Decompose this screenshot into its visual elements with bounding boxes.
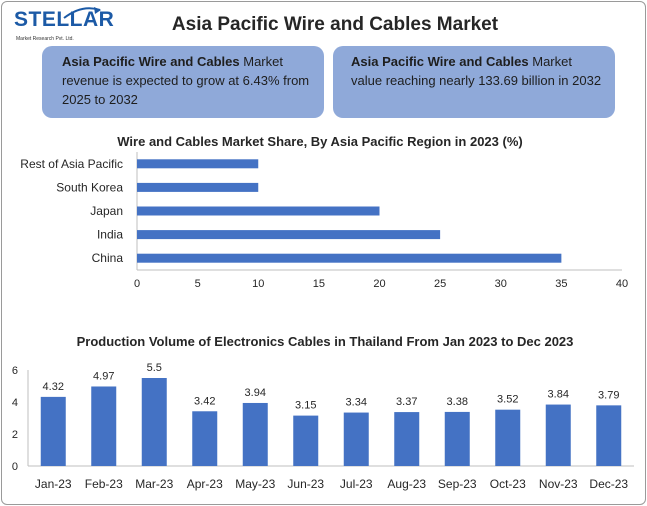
data-label: 3.42 bbox=[194, 395, 215, 407]
bar bbox=[343, 412, 369, 466]
stellar-logo: STELLAR Market Research Pvt. Ltd. bbox=[14, 7, 115, 50]
bar bbox=[40, 396, 66, 466]
bar bbox=[137, 230, 441, 240]
logo-arrow-icon bbox=[63, 7, 101, 19]
region-chart-title: Wire and Cables Market Share, By Asia Pa… bbox=[117, 134, 523, 149]
category-label: Jan-23 bbox=[35, 477, 72, 491]
bar bbox=[137, 159, 259, 169]
x-tick-label: 35 bbox=[555, 278, 567, 290]
bar bbox=[192, 411, 218, 466]
bar bbox=[242, 402, 268, 466]
x-tick-label: 40 bbox=[616, 278, 628, 290]
category-label: Sep-23 bbox=[438, 477, 477, 491]
category-label: Japan bbox=[90, 204, 123, 218]
info-box-value: Asia Pacific Wire and Cables Market valu… bbox=[333, 46, 615, 118]
bar bbox=[545, 404, 571, 466]
category-label: Jul-23 bbox=[340, 477, 373, 491]
data-label: 4.32 bbox=[43, 381, 64, 393]
data-label: 3.84 bbox=[548, 389, 569, 401]
data-label: 3.38 bbox=[447, 396, 468, 408]
bar bbox=[444, 411, 470, 466]
category-label: Rest of Asia Pacific bbox=[20, 157, 123, 171]
logo-subtext: Market Research Pvt. Ltd. bbox=[16, 36, 74, 42]
production-volume-chart: 0 2 4 6 4.32 Jan-23 4.97 Feb-23 5.5 Mar-23 3.42 Apr… bbox=[12, 362, 634, 491]
info-box-growth-text: Market revenue is expected to grow at 6.… bbox=[62, 54, 310, 107]
y-tick-label: 4 bbox=[12, 397, 18, 409]
data-label: 3.52 bbox=[497, 394, 518, 406]
production-chart-title: Production Volume of Electronics Cables … bbox=[76, 334, 574, 349]
category-label: Nov-23 bbox=[539, 477, 578, 491]
category-label: May-23 bbox=[235, 477, 275, 491]
info-box-growth: Asia Pacific Wire and Cables Market reve… bbox=[42, 46, 324, 118]
data-label: 4.97 bbox=[93, 370, 114, 382]
x-tick-label: 15 bbox=[313, 278, 325, 290]
y-tick-label: 6 bbox=[12, 365, 18, 377]
y-tick-label: 2 bbox=[12, 429, 18, 441]
bar bbox=[596, 405, 622, 466]
data-label: 5.5 bbox=[147, 362, 162, 374]
bar bbox=[91, 386, 117, 466]
category-label: Dec-23 bbox=[589, 477, 628, 491]
category-label: Jun-23 bbox=[287, 477, 324, 491]
x-tick-label: 10 bbox=[252, 278, 264, 290]
category-label: India bbox=[97, 228, 123, 242]
category-label: Oct-23 bbox=[490, 477, 526, 491]
category-label: China bbox=[92, 251, 124, 265]
bar bbox=[293, 415, 319, 466]
bar bbox=[141, 378, 167, 466]
category-label: Apr-23 bbox=[187, 477, 223, 491]
data-label: 3.34 bbox=[346, 397, 367, 409]
bar bbox=[137, 253, 562, 263]
category-label: South Korea bbox=[56, 180, 123, 194]
data-label: 3.79 bbox=[598, 389, 619, 401]
bar bbox=[137, 206, 380, 216]
bar bbox=[394, 412, 420, 466]
bar bbox=[137, 182, 259, 192]
x-tick-label: 25 bbox=[434, 278, 446, 290]
data-label: 3.94 bbox=[245, 387, 266, 399]
x-tick-label: 5 bbox=[195, 278, 201, 290]
category-label: Aug-23 bbox=[387, 477, 426, 491]
bar bbox=[495, 409, 521, 466]
info-box-growth-bold: Asia Pacific Wire and Cables bbox=[62, 54, 240, 69]
page-title: Asia Pacific Wire and Cables Market bbox=[171, 14, 499, 35]
category-label: Feb-23 bbox=[85, 477, 123, 491]
logo-word: STELLAR bbox=[14, 8, 115, 31]
category-label: Mar-23 bbox=[135, 477, 173, 491]
region-share-chart: Rest of Asia Pacific South Korea Japan Indi… bbox=[20, 152, 628, 290]
data-label: 3.15 bbox=[295, 400, 316, 412]
data-label: 3.37 bbox=[396, 396, 417, 408]
x-tick-label: 0 bbox=[134, 278, 140, 290]
info-box-value-bold: Asia Pacific Wire and Cables bbox=[351, 54, 529, 69]
x-tick-label: 30 bbox=[495, 278, 507, 290]
y-tick-label: 0 bbox=[12, 461, 18, 473]
x-tick-label: 20 bbox=[373, 278, 385, 290]
info-box-value-text: Market value reaching nearly 133.69 bill… bbox=[351, 54, 602, 88]
